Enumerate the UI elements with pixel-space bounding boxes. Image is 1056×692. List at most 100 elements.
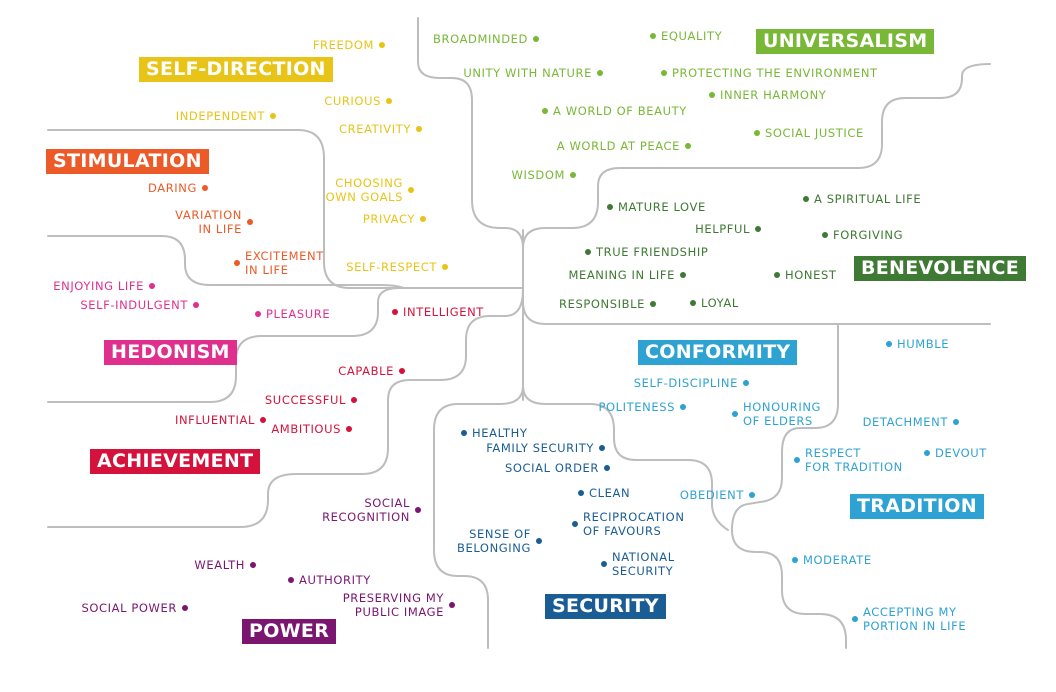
value-dot bbox=[542, 108, 548, 114]
value-dot bbox=[755, 226, 761, 232]
value-social-order: SOCIAL ORDER bbox=[505, 461, 615, 475]
category-stimulation: STIMULATION bbox=[46, 149, 209, 174]
value-wealth: WEALTH bbox=[194, 558, 261, 572]
value-dot bbox=[255, 311, 261, 317]
value-dot bbox=[599, 445, 605, 451]
value-dot bbox=[346, 426, 352, 432]
value-self-discipline: SELF-DISCIPLINE bbox=[634, 376, 754, 390]
value-forgiving: FORGIVING bbox=[817, 228, 903, 242]
value-dot bbox=[754, 130, 760, 136]
value-moderate: MODERATE bbox=[787, 553, 872, 567]
value-dot bbox=[399, 368, 405, 374]
value-clean: CLEAN bbox=[573, 486, 630, 500]
value-dot bbox=[794, 457, 800, 463]
value-dot bbox=[247, 219, 253, 225]
value-equality: EQUALITY bbox=[645, 29, 722, 43]
category-achievement: ACHIEVEMENT bbox=[90, 449, 261, 474]
value-influential: INFLUENTIAL bbox=[175, 413, 271, 427]
value-dot bbox=[415, 507, 421, 513]
value-successful: SUCCESSFUL bbox=[265, 393, 362, 407]
value-dot bbox=[420, 216, 426, 222]
value-dot bbox=[461, 430, 467, 436]
category-benevolence: BENEVOLENCE bbox=[854, 256, 1027, 281]
value-honest: HONEST bbox=[769, 268, 837, 282]
value-unity-with-nature: UNITY WITH NATURE bbox=[463, 66, 608, 80]
value-dot bbox=[392, 309, 398, 315]
value-dot bbox=[416, 126, 422, 132]
category-self-direction: SELF-DIRECTION bbox=[139, 57, 333, 82]
value-dot bbox=[379, 42, 385, 48]
value-dot bbox=[442, 264, 448, 270]
value-dot bbox=[260, 417, 266, 423]
category-conformity: CONFORMITY bbox=[638, 340, 798, 365]
value-excitement-in-life: EXCITEMENT IN LIFE bbox=[229, 249, 324, 277]
value-world-of-beauty: A WORLD OF BEAUTY bbox=[537, 104, 687, 118]
value-dot bbox=[822, 232, 828, 238]
value-dot bbox=[202, 185, 208, 191]
value-intelligent: INTELLIGENT bbox=[387, 305, 484, 319]
value-dot bbox=[536, 538, 542, 544]
value-social-justice: SOCIAL JUSTICE bbox=[749, 126, 864, 140]
value-enjoying-life: ENJOYING LIFE bbox=[53, 279, 160, 293]
boundary-security-tradition bbox=[731, 529, 847, 649]
value-politeness: POLITENESS bbox=[598, 400, 691, 414]
value-healthy: HEALTHY bbox=[456, 426, 528, 440]
value-dot bbox=[182, 605, 188, 611]
boundary-stimulation-hedonism bbox=[47, 235, 405, 289]
value-dot bbox=[680, 272, 686, 278]
value-dot bbox=[449, 602, 455, 608]
value-dot bbox=[792, 557, 798, 563]
value-dot bbox=[570, 172, 576, 178]
value-capable: CAPABLE bbox=[338, 364, 410, 378]
value-self-respect: SELF-RESPECT bbox=[346, 260, 453, 274]
value-preserving-public-image: PRESERVING MY PUBLIC IMAGE bbox=[343, 591, 460, 619]
value-dot bbox=[250, 562, 256, 568]
value-dot bbox=[572, 521, 578, 527]
value-dot bbox=[886, 341, 892, 347]
value-dot bbox=[685, 143, 691, 149]
value-self-indulgent: SELF-INDULGENT bbox=[80, 298, 204, 312]
value-dot bbox=[270, 113, 276, 119]
value-dot bbox=[597, 70, 603, 76]
value-dot bbox=[690, 300, 696, 306]
value-dot bbox=[408, 187, 414, 193]
boundary-benevolence-conformity bbox=[522, 249, 991, 325]
value-independent: INDEPENDENT bbox=[176, 109, 281, 123]
value-dot bbox=[533, 36, 539, 42]
category-hedonism: HEDONISM bbox=[104, 340, 237, 365]
value-devout: DEVOUT bbox=[919, 446, 987, 460]
value-dot bbox=[803, 196, 809, 202]
value-choosing-own-goals: CHOOSING OWN GOALS bbox=[326, 176, 419, 204]
value-dot bbox=[661, 70, 667, 76]
value-dot bbox=[852, 616, 858, 622]
boundary-selfdirection-stimulation bbox=[47, 129, 524, 289]
value-dot bbox=[386, 98, 392, 104]
value-world-at-peace: A WORLD AT PEACE bbox=[557, 139, 696, 153]
value-true-friendship: TRUE FRIENDSHIP bbox=[580, 245, 708, 259]
value-helpful: HELPFUL bbox=[695, 222, 766, 236]
boundary-achievement-power bbox=[47, 289, 524, 528]
category-power: POWER bbox=[242, 619, 337, 644]
value-daring: DARING bbox=[148, 181, 213, 195]
value-accepting-my-portion: ACCEPTING MY PORTION IN LIFE bbox=[847, 605, 966, 633]
value-curious: CURIOUS bbox=[324, 94, 397, 108]
value-creativity: CREATIVITY bbox=[339, 122, 427, 136]
value-inner-harmony: INNER HARMONY bbox=[704, 88, 826, 102]
value-dot bbox=[924, 450, 930, 456]
value-dot bbox=[234, 260, 240, 266]
boundary-universalism-selfdirection bbox=[417, 17, 524, 249]
boundary-security-conformity bbox=[522, 385, 729, 531]
value-dot bbox=[953, 419, 959, 425]
value-dot bbox=[650, 33, 656, 39]
value-dot bbox=[709, 92, 715, 98]
value-privacy: PRIVACY bbox=[363, 212, 431, 226]
value-national-security: NATIONAL SECURITY bbox=[596, 550, 675, 578]
value-dot bbox=[193, 302, 199, 308]
value-dot bbox=[607, 204, 613, 210]
value-dot bbox=[732, 411, 738, 417]
boundary-conformity-tradition bbox=[731, 323, 839, 531]
value-dot bbox=[650, 301, 656, 307]
value-humble: HUMBLE bbox=[881, 337, 949, 351]
value-reciprocation-of-favours: RECIPROCATION OF FAVOURS bbox=[567, 510, 685, 538]
